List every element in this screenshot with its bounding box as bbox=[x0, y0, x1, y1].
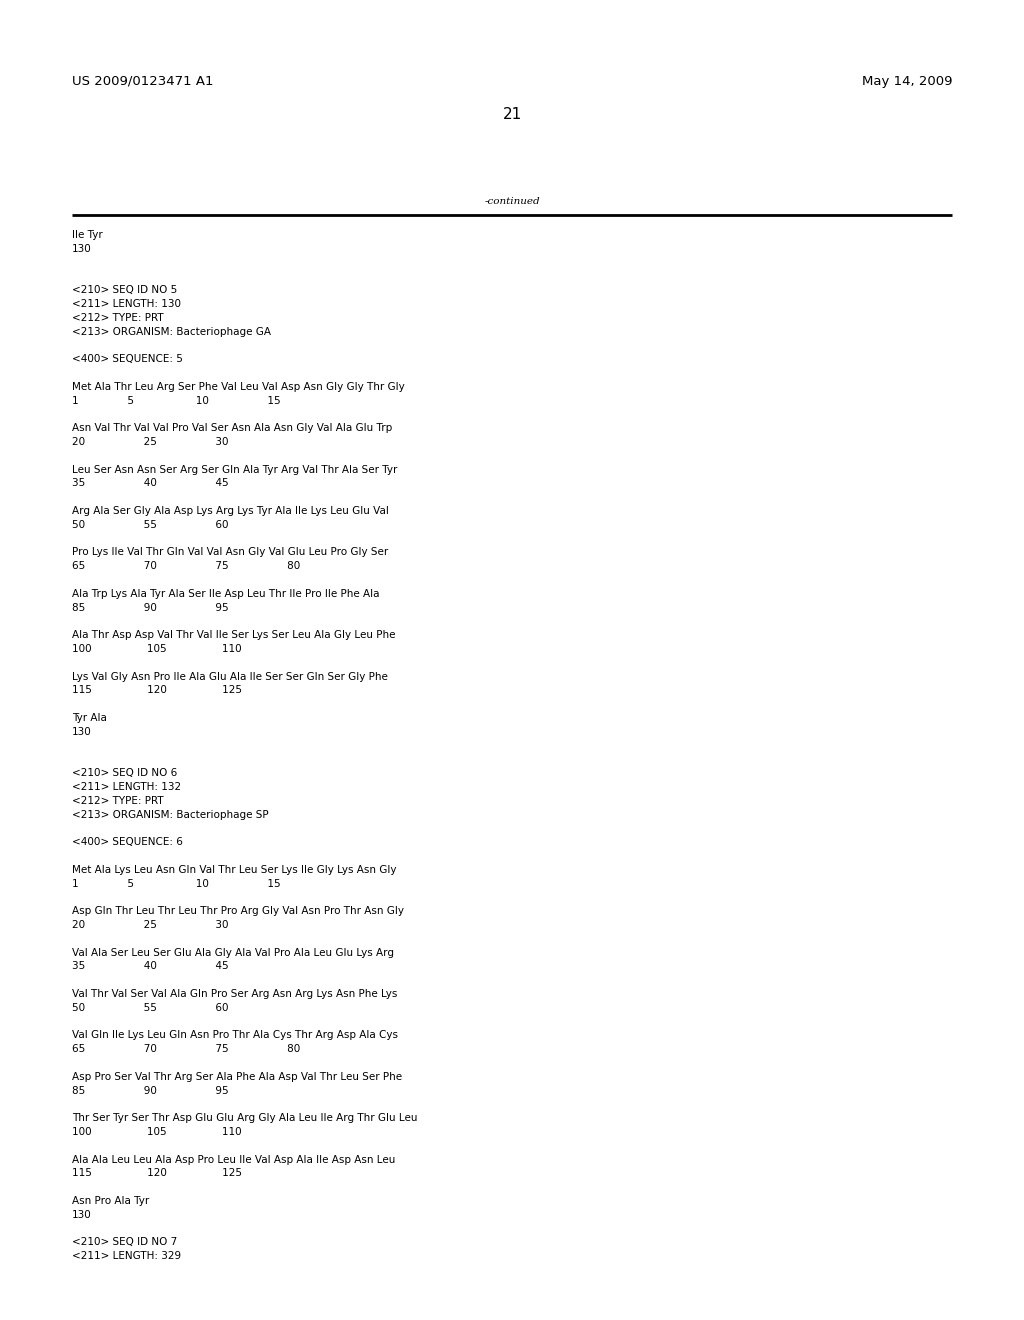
Text: <400> SEQUENCE: 6: <400> SEQUENCE: 6 bbox=[72, 837, 183, 847]
Text: <400> SEQUENCE: 5: <400> SEQUENCE: 5 bbox=[72, 354, 183, 364]
Text: Arg Ala Ser Gly Ala Asp Lys Arg Lys Tyr Ala Ile Lys Leu Glu Val: Arg Ala Ser Gly Ala Asp Lys Arg Lys Tyr … bbox=[72, 506, 389, 516]
Text: US 2009/0123471 A1: US 2009/0123471 A1 bbox=[72, 75, 213, 88]
Text: <210> SEQ ID NO 7: <210> SEQ ID NO 7 bbox=[72, 1237, 177, 1247]
Text: Lys Val Gly Asn Pro Ile Ala Glu Ala Ile Ser Ser Gln Ser Gly Phe: Lys Val Gly Asn Pro Ile Ala Glu Ala Ile … bbox=[72, 672, 388, 681]
Text: Ile Tyr: Ile Tyr bbox=[72, 230, 102, 240]
Text: Val Thr Val Ser Val Ala Gln Pro Ser Arg Asn Arg Lys Asn Phe Lys: Val Thr Val Ser Val Ala Gln Pro Ser Arg … bbox=[72, 989, 397, 999]
Text: 115                 120                 125: 115 120 125 bbox=[72, 1168, 242, 1179]
Text: Asn Val Thr Val Val Pro Val Ser Asn Ala Asn Gly Val Ala Glu Trp: Asn Val Thr Val Val Pro Val Ser Asn Ala … bbox=[72, 424, 392, 433]
Text: 35                  40                  45: 35 40 45 bbox=[72, 961, 228, 972]
Text: -continued: -continued bbox=[484, 197, 540, 206]
Text: 130: 130 bbox=[72, 244, 92, 253]
Text: Asn Pro Ala Tyr: Asn Pro Ala Tyr bbox=[72, 1196, 150, 1206]
Text: <213> ORGANISM: Bacteriophage GA: <213> ORGANISM: Bacteriophage GA bbox=[72, 326, 271, 337]
Text: Met Ala Thr Leu Arg Ser Phe Val Leu Val Asp Asn Gly Gly Thr Gly: Met Ala Thr Leu Arg Ser Phe Val Leu Val … bbox=[72, 381, 404, 392]
Text: 65                  70                  75                  80: 65 70 75 80 bbox=[72, 561, 300, 572]
Text: <211> LENGTH: 132: <211> LENGTH: 132 bbox=[72, 781, 181, 792]
Text: Leu Ser Asn Asn Ser Arg Ser Gln Ala Tyr Arg Val Thr Ala Ser Tyr: Leu Ser Asn Asn Ser Arg Ser Gln Ala Tyr … bbox=[72, 465, 397, 475]
Text: Met Ala Lys Leu Asn Gln Val Thr Leu Ser Lys Ile Gly Lys Asn Gly: Met Ala Lys Leu Asn Gln Val Thr Leu Ser … bbox=[72, 865, 396, 875]
Text: 85                  90                  95: 85 90 95 bbox=[72, 603, 228, 612]
Text: May 14, 2009: May 14, 2009 bbox=[861, 75, 952, 88]
Text: Pro Lys Ile Val Thr Gln Val Val Asn Gly Val Glu Leu Pro Gly Ser: Pro Lys Ile Val Thr Gln Val Val Asn Gly … bbox=[72, 548, 388, 557]
Text: Tyr Ala: Tyr Ala bbox=[72, 713, 106, 723]
Text: 100                 105                 110: 100 105 110 bbox=[72, 1127, 242, 1137]
Text: 85                  90                  95: 85 90 95 bbox=[72, 1085, 228, 1096]
Text: Ala Ala Leu Leu Ala Asp Pro Leu Ile Val Asp Ala Ile Asp Asn Leu: Ala Ala Leu Leu Ala Asp Pro Leu Ile Val … bbox=[72, 1155, 395, 1164]
Text: <213> ORGANISM: Bacteriophage SP: <213> ORGANISM: Bacteriophage SP bbox=[72, 809, 268, 820]
Text: Asp Pro Ser Val Thr Arg Ser Ala Phe Ala Asp Val Thr Leu Ser Phe: Asp Pro Ser Val Thr Arg Ser Ala Phe Ala … bbox=[72, 1072, 402, 1082]
Text: Thr Ser Tyr Ser Thr Asp Glu Glu Arg Gly Ala Leu Ile Arg Thr Glu Leu: Thr Ser Tyr Ser Thr Asp Glu Glu Arg Gly … bbox=[72, 1113, 418, 1123]
Text: 20                  25                  30: 20 25 30 bbox=[72, 920, 228, 931]
Text: <211> LENGTH: 130: <211> LENGTH: 130 bbox=[72, 300, 181, 309]
Text: 100                 105                 110: 100 105 110 bbox=[72, 644, 242, 653]
Text: 130: 130 bbox=[72, 1210, 92, 1220]
Text: Val Gln Ile Lys Leu Gln Asn Pro Thr Ala Cys Thr Arg Asp Ala Cys: Val Gln Ile Lys Leu Gln Asn Pro Thr Ala … bbox=[72, 1031, 398, 1040]
Text: 1               5                   10                  15: 1 5 10 15 bbox=[72, 396, 281, 405]
Text: Val Ala Ser Leu Ser Glu Ala Gly Ala Val Pro Ala Leu Glu Lys Arg: Val Ala Ser Leu Ser Glu Ala Gly Ala Val … bbox=[72, 948, 394, 957]
Text: <211> LENGTH: 329: <211> LENGTH: 329 bbox=[72, 1251, 181, 1261]
Text: 65                  70                  75                  80: 65 70 75 80 bbox=[72, 1044, 300, 1055]
Text: 50                  55                  60: 50 55 60 bbox=[72, 1003, 228, 1012]
Text: Asp Gln Thr Leu Thr Leu Thr Pro Arg Gly Val Asn Pro Thr Asn Gly: Asp Gln Thr Leu Thr Leu Thr Pro Arg Gly … bbox=[72, 907, 404, 916]
Text: <212> TYPE: PRT: <212> TYPE: PRT bbox=[72, 313, 164, 323]
Text: Ala Thr Asp Asp Val Thr Val Ile Ser Lys Ser Leu Ala Gly Leu Phe: Ala Thr Asp Asp Val Thr Val Ile Ser Lys … bbox=[72, 630, 395, 640]
Text: Ala Trp Lys Ala Tyr Ala Ser Ile Asp Leu Thr Ile Pro Ile Phe Ala: Ala Trp Lys Ala Tyr Ala Ser Ile Asp Leu … bbox=[72, 589, 380, 599]
Text: 21: 21 bbox=[503, 107, 521, 121]
Text: 1               5                   10                  15: 1 5 10 15 bbox=[72, 879, 281, 888]
Text: <210> SEQ ID NO 5: <210> SEQ ID NO 5 bbox=[72, 285, 177, 296]
Text: <210> SEQ ID NO 6: <210> SEQ ID NO 6 bbox=[72, 768, 177, 779]
Text: 35                  40                  45: 35 40 45 bbox=[72, 478, 228, 488]
Text: 130: 130 bbox=[72, 727, 92, 737]
Text: 20                  25                  30: 20 25 30 bbox=[72, 437, 228, 447]
Text: <212> TYPE: PRT: <212> TYPE: PRT bbox=[72, 796, 164, 805]
Text: 115                 120                 125: 115 120 125 bbox=[72, 685, 242, 696]
Text: 50                  55                  60: 50 55 60 bbox=[72, 520, 228, 529]
